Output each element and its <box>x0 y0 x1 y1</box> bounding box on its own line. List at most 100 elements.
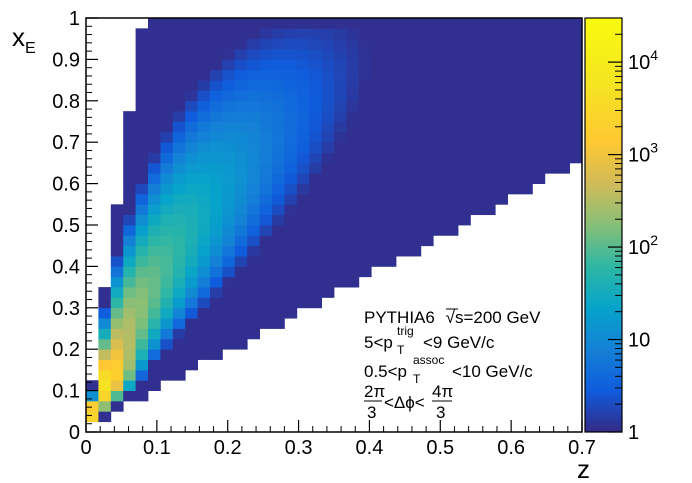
heatmap-cell <box>272 297 285 309</box>
heatmap-cell <box>309 204 322 216</box>
heatmap-cell <box>458 100 471 112</box>
heatmap-cell <box>296 235 310 247</box>
heatmap-cell <box>284 90 298 102</box>
heatmap-cell <box>259 18 273 29</box>
heatmap-cell <box>172 142 186 153</box>
heatmap-cell <box>296 225 310 236</box>
heatmap-cell <box>309 287 322 298</box>
heatmap-cell <box>309 111 322 122</box>
heatmap-cell <box>445 131 459 143</box>
heatmap-cell <box>135 297 149 309</box>
heatmap-cell <box>532 80 546 91</box>
heatmap-cell <box>197 152 211 164</box>
heatmap-cell <box>197 235 211 247</box>
heatmap-cell <box>284 131 298 143</box>
heatmap-cell <box>321 287 335 298</box>
heatmap-cell <box>358 204 372 216</box>
heatmap-cell <box>358 245 372 257</box>
heatmap-cell <box>532 162 546 174</box>
heatmap-cell <box>420 121 434 133</box>
heatmap-cell <box>222 328 236 340</box>
heatmap-cell <box>123 204 136 216</box>
heatmap-cell <box>532 131 546 143</box>
heatmap-cell <box>284 193 298 205</box>
heatmap-cell <box>185 142 198 153</box>
heatmap-cell <box>371 100 384 112</box>
heatmap-cell <box>110 307 124 319</box>
heatmap-cell <box>259 287 273 298</box>
heatmap-cell <box>334 142 347 153</box>
heatmap-cell <box>296 59 310 71</box>
heatmap-cell <box>222 338 236 350</box>
color-bar-tick-label: 10 <box>628 330 650 352</box>
heatmap-cell <box>309 100 322 112</box>
heatmap-cell <box>458 38 471 50</box>
heatmap-cell <box>259 49 273 60</box>
heatmap-cell <box>371 131 384 143</box>
heatmap-cell <box>334 173 347 184</box>
heatmap-cell <box>296 276 310 288</box>
heatmap-cell <box>358 28 372 40</box>
heatmap-cell <box>185 162 198 174</box>
heatmap-cell <box>259 307 273 319</box>
x-axis-label: z <box>577 454 590 483</box>
heatmap-cell <box>569 49 583 60</box>
heatmap-cell <box>110 225 124 236</box>
heatmap-cell <box>309 69 322 81</box>
heatmap-cell <box>110 266 124 278</box>
heatmap-cell <box>520 152 533 164</box>
annotation-line3-post: <10 GeV/c <box>452 362 533 381</box>
heatmap-cell <box>346 111 360 122</box>
heatmap-cell <box>247 307 260 319</box>
heatmap-cell <box>135 349 149 360</box>
heatmap-cell <box>247 28 260 40</box>
heatmap-cell <box>272 256 285 267</box>
heatmap-cell <box>309 90 322 102</box>
heatmap-cell <box>396 28 409 40</box>
heatmap-cell <box>110 369 124 381</box>
heatmap-cell <box>520 162 533 174</box>
heatmap-cell <box>458 204 471 216</box>
heatmap-cell <box>482 162 496 174</box>
heatmap-cell <box>321 69 335 81</box>
heatmap-cell <box>445 162 459 174</box>
heatmap-cell <box>309 183 322 195</box>
heatmap-cell <box>135 162 149 174</box>
heatmap-cell <box>433 152 446 164</box>
heatmap-cell <box>482 100 496 112</box>
heatmap-cell <box>259 38 273 50</box>
heatmap-cell <box>234 266 248 278</box>
heatmap-cell <box>396 173 409 184</box>
heatmap-cell <box>98 287 112 298</box>
heatmap-cell <box>172 80 186 91</box>
heatmap-cell <box>272 90 285 102</box>
heatmap-cell <box>321 245 335 257</box>
heatmap-cell <box>470 90 484 102</box>
heatmap-cell <box>272 235 285 247</box>
heatmap-cell <box>321 276 335 288</box>
y-axis-label: xE <box>12 22 36 57</box>
heatmap-cell <box>383 18 397 29</box>
heatmap-cell <box>309 49 322 60</box>
heatmap-cell <box>334 131 347 143</box>
heatmap-cell <box>470 131 484 143</box>
heatmap-cell <box>396 131 409 143</box>
heatmap-cell <box>172 162 186 174</box>
heatmap-cell <box>135 256 149 267</box>
heatmap-cell <box>272 204 285 216</box>
heatmap-cell <box>507 173 521 184</box>
heatmap-cell <box>420 225 434 236</box>
heatmap-cell <box>495 131 508 143</box>
heatmap-cell <box>247 49 260 60</box>
heatmap-cell <box>507 38 521 50</box>
heatmap-cell <box>470 100 484 112</box>
heatmap-cell <box>222 59 236 71</box>
heatmap-cell <box>507 90 521 102</box>
heatmap-cell <box>420 131 434 143</box>
heatmap-cell <box>110 297 124 309</box>
heatmap-cell <box>321 38 335 50</box>
heatmap-cell <box>334 225 347 236</box>
heatmap-cell <box>569 111 583 122</box>
heatmap-cell <box>296 142 310 153</box>
heatmap-cell <box>272 193 285 205</box>
